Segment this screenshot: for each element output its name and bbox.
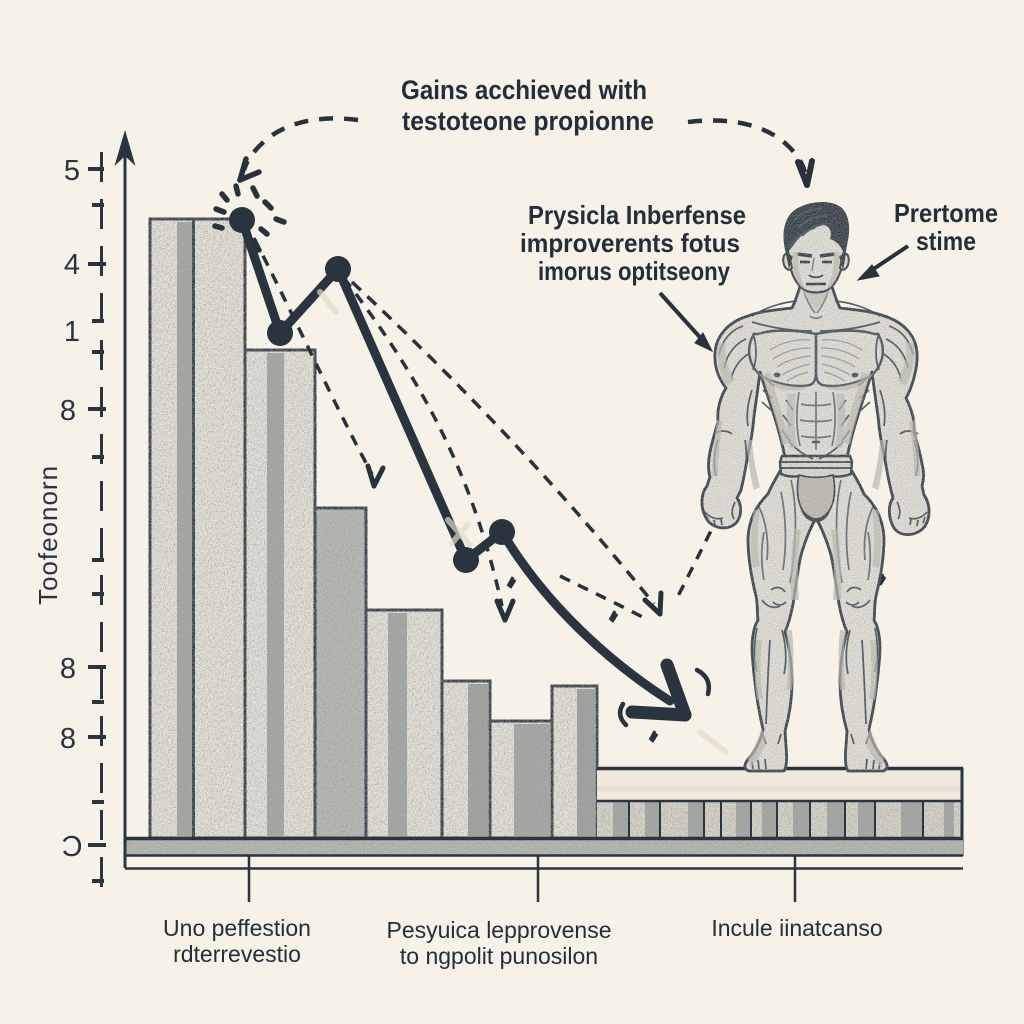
svg-text:Incule iinatcanso: Incule iinatcanso	[711, 915, 882, 941]
svg-text:Toofeonorn: Toofeonorn	[33, 465, 63, 605]
svg-text:rdterrevestio: rdterrevestio	[173, 941, 301, 967]
svg-text:Pesyuica lepprovense: Pesyuica lepprovense	[386, 917, 611, 943]
svg-text:5: 5	[64, 155, 80, 187]
svg-text:Ɔ: Ɔ	[62, 831, 83, 863]
svg-text:8: 8	[60, 723, 76, 755]
svg-text:8: 8	[60, 395, 76, 427]
svg-text:testoteone propionne: testoteone propionne	[402, 106, 654, 136]
svg-text:Prertome: Prertome	[894, 198, 998, 228]
svg-text:8: 8	[60, 653, 76, 685]
svg-text:imorus optitseony: imorus optitseony	[538, 256, 730, 286]
svg-text:Uno peffestion: Uno peffestion	[163, 915, 311, 941]
svg-text:1: 1	[64, 316, 80, 348]
svg-text:Prysicla Inberfense: Prysicla Inberfense	[528, 200, 746, 230]
svg-text:4: 4	[64, 249, 80, 281]
svg-text:improverents fotus: improverents fotus	[520, 228, 740, 258]
svg-text:to ngpolit punosilon: to ngpolit punosilon	[400, 943, 598, 969]
svg-text:stime: stime	[916, 226, 976, 256]
svg-text:Gains acchieved with: Gains acchieved with	[401, 75, 647, 105]
